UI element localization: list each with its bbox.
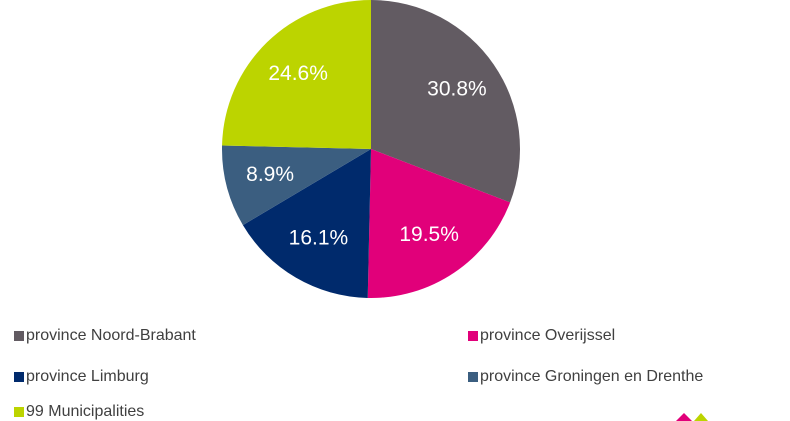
legend-swatch <box>14 407 24 417</box>
value-label: 8.9% <box>246 163 294 186</box>
pie-slice <box>222 145 371 226</box>
legend-swatch <box>468 331 478 341</box>
logo <box>676 413 708 421</box>
value-label: 19.5% <box>399 223 459 246</box>
legend-swatch <box>14 372 24 382</box>
legend-label: 99 Municipalities <box>26 403 144 420</box>
pie-slice <box>242 149 371 298</box>
pie-slice <box>371 0 520 203</box>
legend-swatch <box>468 372 478 382</box>
value-label: 16.1% <box>289 227 349 250</box>
legend-label: province Groningen en Drenthe <box>480 368 703 385</box>
pie-slice <box>222 0 371 149</box>
legend-swatch <box>14 331 24 341</box>
legend-label: province Limburg <box>26 368 149 385</box>
legend-label: province Noord-Brabant <box>26 327 196 344</box>
value-label: 30.8% <box>427 77 487 100</box>
value-label: 24.6% <box>268 62 328 85</box>
pie-slice <box>367 149 511 298</box>
legend-label: province Overijssel <box>480 327 615 344</box>
